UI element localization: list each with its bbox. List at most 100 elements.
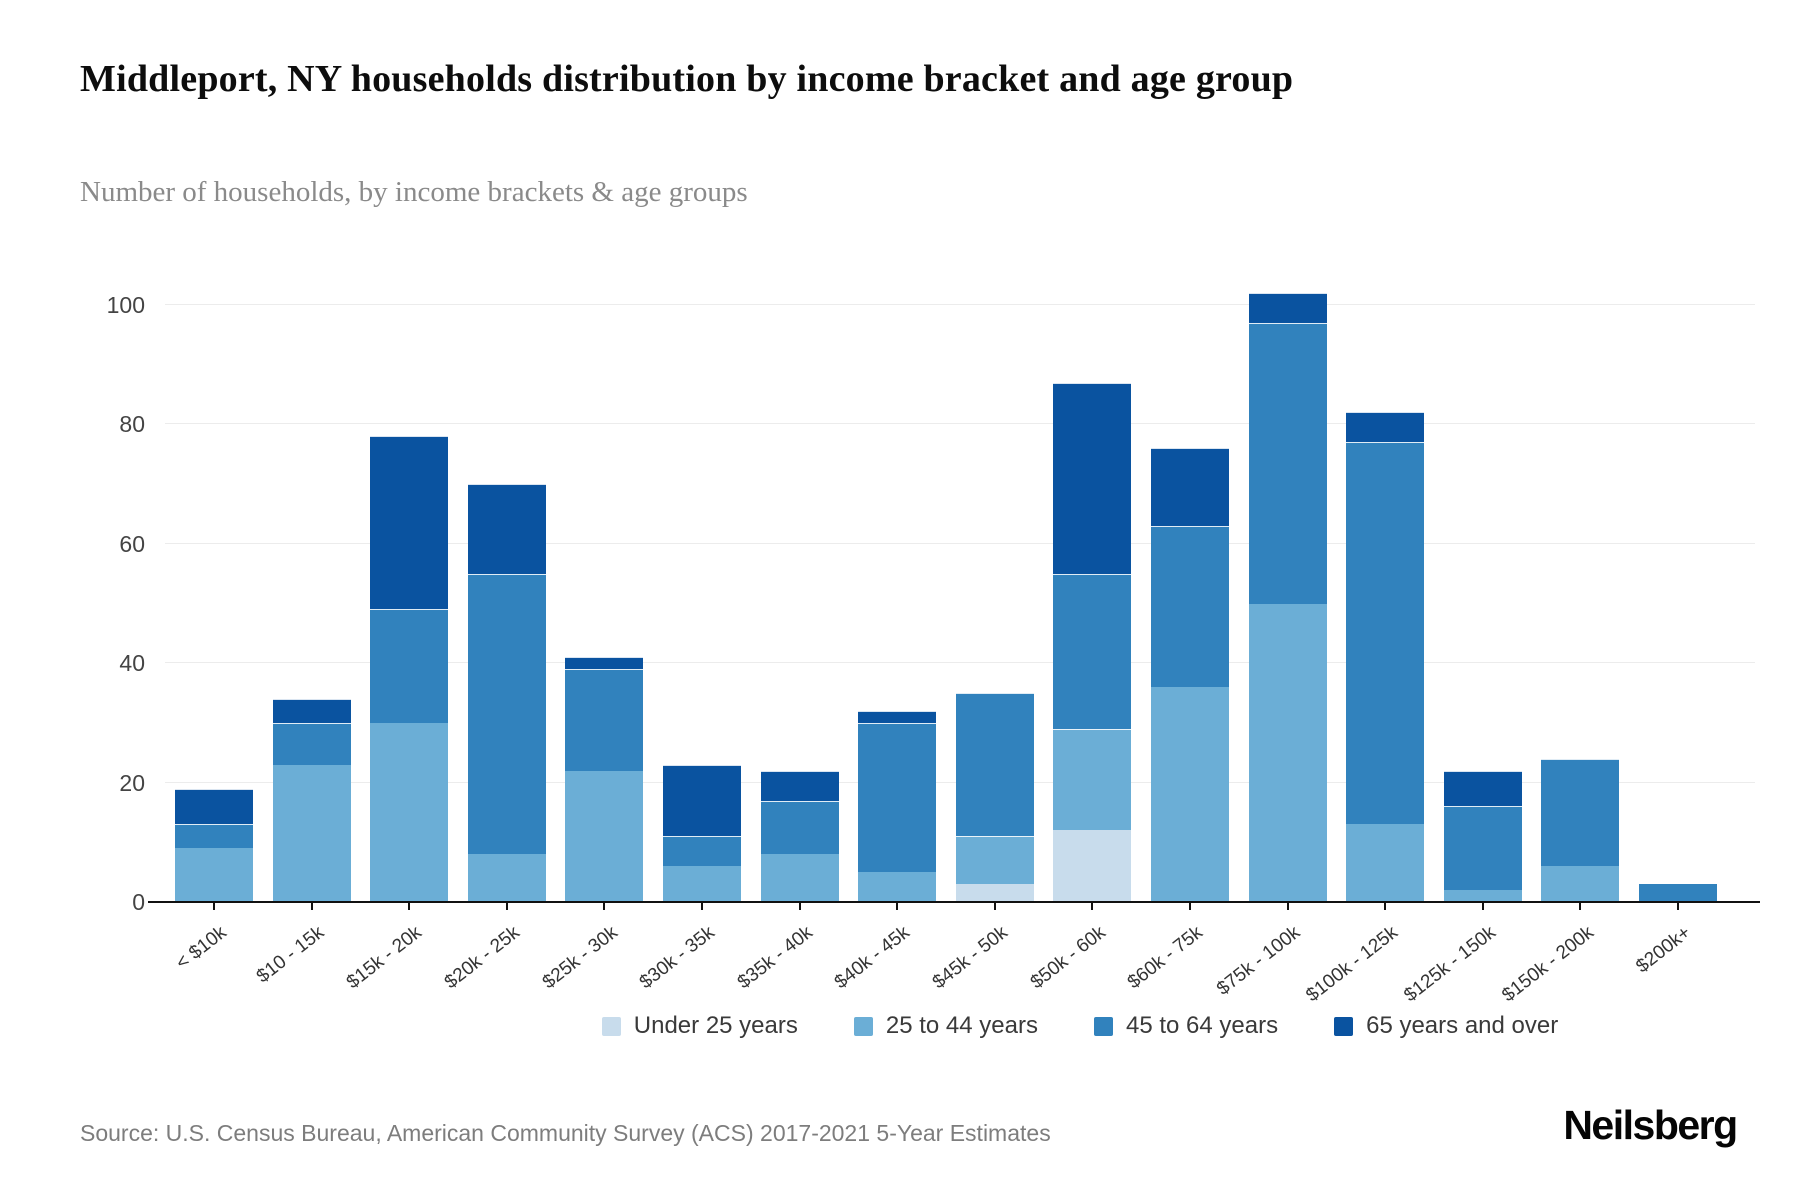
bar-segment[interactable] — [1248, 293, 1327, 323]
bar-segment[interactable] — [1151, 687, 1229, 902]
bar-segment[interactable] — [272, 699, 351, 723]
x-tick-label: $45k - 50k — [928, 922, 1012, 994]
bar--50k-60k — [1053, 250, 1132, 902]
bar-segment[interactable] — [858, 872, 937, 902]
x-tick-label: $125k - 150k — [1400, 922, 1500, 1007]
bar-segment[interactable] — [1053, 830, 1132, 902]
x-tick-label: $50k - 60k — [1026, 922, 1110, 994]
bar-segment[interactable] — [272, 764, 351, 902]
bar-segment[interactable] — [663, 866, 741, 902]
x-axis-tick — [505, 903, 508, 910]
x-axis-tick — [993, 903, 996, 910]
x-axis-tick — [310, 903, 313, 910]
x-axis-tick — [1384, 903, 1387, 910]
bar-segment[interactable] — [1346, 824, 1425, 902]
bar--25k-30k — [565, 250, 644, 902]
bar-segment[interactable] — [1151, 525, 1229, 688]
bar-segment[interactable] — [370, 436, 449, 610]
bar--30k-35k — [663, 250, 741, 902]
bar--100k-125k — [1346, 250, 1425, 902]
bar-segment[interactable] — [370, 722, 449, 902]
x-tick-label: $25k - 30k — [538, 922, 622, 994]
bar-segment[interactable] — [955, 884, 1034, 902]
gridline-60 — [165, 542, 1755, 544]
x-tick-label: $100k - 125k — [1302, 922, 1403, 1007]
bar-segment[interactable] — [370, 609, 449, 723]
bar-segment[interactable] — [955, 693, 1034, 837]
y-tick-label: 60 — [119, 530, 145, 557]
brand-logo: Neilsberg — [1563, 1102, 1738, 1148]
bar-segment[interactable] — [467, 573, 546, 855]
y-tick-label: 80 — [119, 411, 145, 438]
x-tick-label: < $10k — [172, 922, 231, 974]
bar--15k-20k — [370, 250, 449, 902]
bar-segment[interactable] — [175, 788, 253, 825]
legend-item-45-to-64-years[interactable]: 45 to 64 years — [1093, 1012, 1279, 1040]
bar-segment[interactable] — [1541, 758, 1620, 867]
bar-segment[interactable] — [1053, 573, 1132, 729]
bar--20k-25k — [467, 250, 546, 902]
bar--10-15k — [272, 250, 351, 902]
legend-label: 45 to 64 years — [1125, 1012, 1279, 1039]
gridline-80 — [165, 423, 1755, 425]
x-tick-label: $30k - 35k — [636, 922, 719, 994]
bar-segment[interactable] — [1443, 890, 1522, 902]
bar-segment[interactable] — [1053, 382, 1132, 574]
bar-segment[interactable] — [565, 657, 644, 670]
bar-segment[interactable] — [955, 836, 1034, 885]
bar-segment[interactable] — [1639, 884, 1717, 902]
bar--150k-200k — [1541, 250, 1620, 902]
bar--45k-50k — [955, 250, 1034, 902]
bar-segment[interactable] — [1541, 866, 1620, 902]
x-tick-label: $40k - 45k — [831, 922, 915, 994]
bar-segment[interactable] — [565, 669, 644, 771]
x-axis-tick — [798, 903, 801, 910]
y-tick-label: 0 — [132, 889, 145, 915]
bar-segment[interactable] — [467, 484, 546, 574]
bar-segment[interactable] — [175, 848, 253, 902]
x-tick-label: $150k - 200k — [1497, 922, 1598, 1007]
bar-segment[interactable] — [760, 800, 839, 855]
x-axis-tick — [1091, 903, 1094, 910]
legend-swatch-icon — [601, 1016, 621, 1036]
gridline-100 — [165, 304, 1755, 305]
bar-segment[interactable] — [565, 770, 644, 902]
bar-segment[interactable] — [760, 854, 839, 902]
x-axis-tick — [1481, 903, 1484, 910]
bar-segment[interactable] — [1248, 603, 1327, 902]
bar-segment[interactable] — [272, 722, 351, 765]
legend-label: 25 to 44 years — [885, 1012, 1038, 1039]
x-tick-label: $35k - 40k — [733, 922, 817, 994]
bar-segment[interactable] — [1443, 806, 1522, 891]
bar-segment[interactable] — [1248, 322, 1327, 604]
x-axis-tick — [213, 903, 215, 910]
bar-segment[interactable] — [1346, 442, 1425, 825]
bar-segment[interactable] — [1151, 448, 1229, 526]
x-axis-tick — [701, 903, 703, 910]
bar-segment[interactable] — [467, 854, 546, 902]
bar-segment[interactable] — [1346, 412, 1425, 443]
y-tick-label: 100 — [106, 292, 145, 318]
x-axis-tick — [896, 903, 899, 910]
legend-item-under-25-years[interactable]: Under 25 years — [601, 1012, 798, 1040]
x-tick-label: $75k - 100k — [1213, 922, 1305, 1000]
bar-segment[interactable] — [1053, 728, 1132, 831]
source-note: Source: U.S. Census Bureau, American Com… — [80, 1120, 1051, 1146]
y-tick-label: 20 — [119, 769, 145, 796]
bar-segment[interactable] — [663, 764, 741, 837]
x-tick-label: $60k - 75k — [1124, 922, 1207, 994]
legend-item-65-years-and-over[interactable]: 65 years and over — [1334, 1012, 1558, 1040]
bar-segment[interactable] — [175, 824, 253, 849]
bar--75k-100k — [1248, 250, 1327, 902]
bar-segment[interactable] — [1443, 770, 1522, 807]
page-subtitle: Number of households, by income brackets… — [80, 176, 748, 208]
legend: Under 25 years 25 to 44 years 45 to 64 yea… — [0, 1012, 1800, 1040]
x-axis-tick — [1677, 903, 1679, 910]
bar-segment[interactable] — [760, 770, 839, 801]
legend-item-25-to-44-years[interactable]: 25 to 44 years — [853, 1012, 1038, 1040]
x-axis-tick — [603, 903, 606, 910]
bar-segment[interactable] — [858, 710, 937, 723]
bar-segment[interactable] — [663, 836, 741, 867]
legend-label: Under 25 years — [633, 1012, 798, 1039]
bar-segment[interactable] — [858, 722, 937, 873]
